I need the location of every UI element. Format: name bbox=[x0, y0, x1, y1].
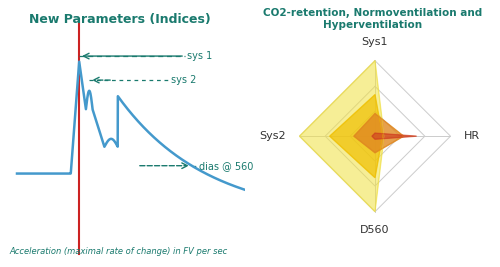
Text: Acceleration (maximal rate of change) in FV per sec: Acceleration (maximal rate of change) in… bbox=[10, 247, 228, 256]
Text: D560: D560 bbox=[360, 225, 390, 235]
Text: dias @ 560: dias @ 560 bbox=[200, 161, 254, 171]
Text: New Parameters (Indices): New Parameters (Indices) bbox=[30, 13, 211, 26]
Polygon shape bbox=[300, 61, 384, 212]
Polygon shape bbox=[354, 113, 404, 153]
Text: sys 2: sys 2 bbox=[170, 75, 196, 85]
Text: Sys1: Sys1 bbox=[362, 37, 388, 47]
Polygon shape bbox=[372, 133, 416, 139]
Text: CO2-retention, Normoventilation and
Hyperventilation: CO2-retention, Normoventilation and Hype… bbox=[263, 8, 482, 30]
Polygon shape bbox=[330, 95, 382, 178]
Text: Sys2: Sys2 bbox=[260, 131, 286, 141]
Text: HR: HR bbox=[464, 131, 480, 141]
Text: sys 1: sys 1 bbox=[188, 51, 212, 61]
